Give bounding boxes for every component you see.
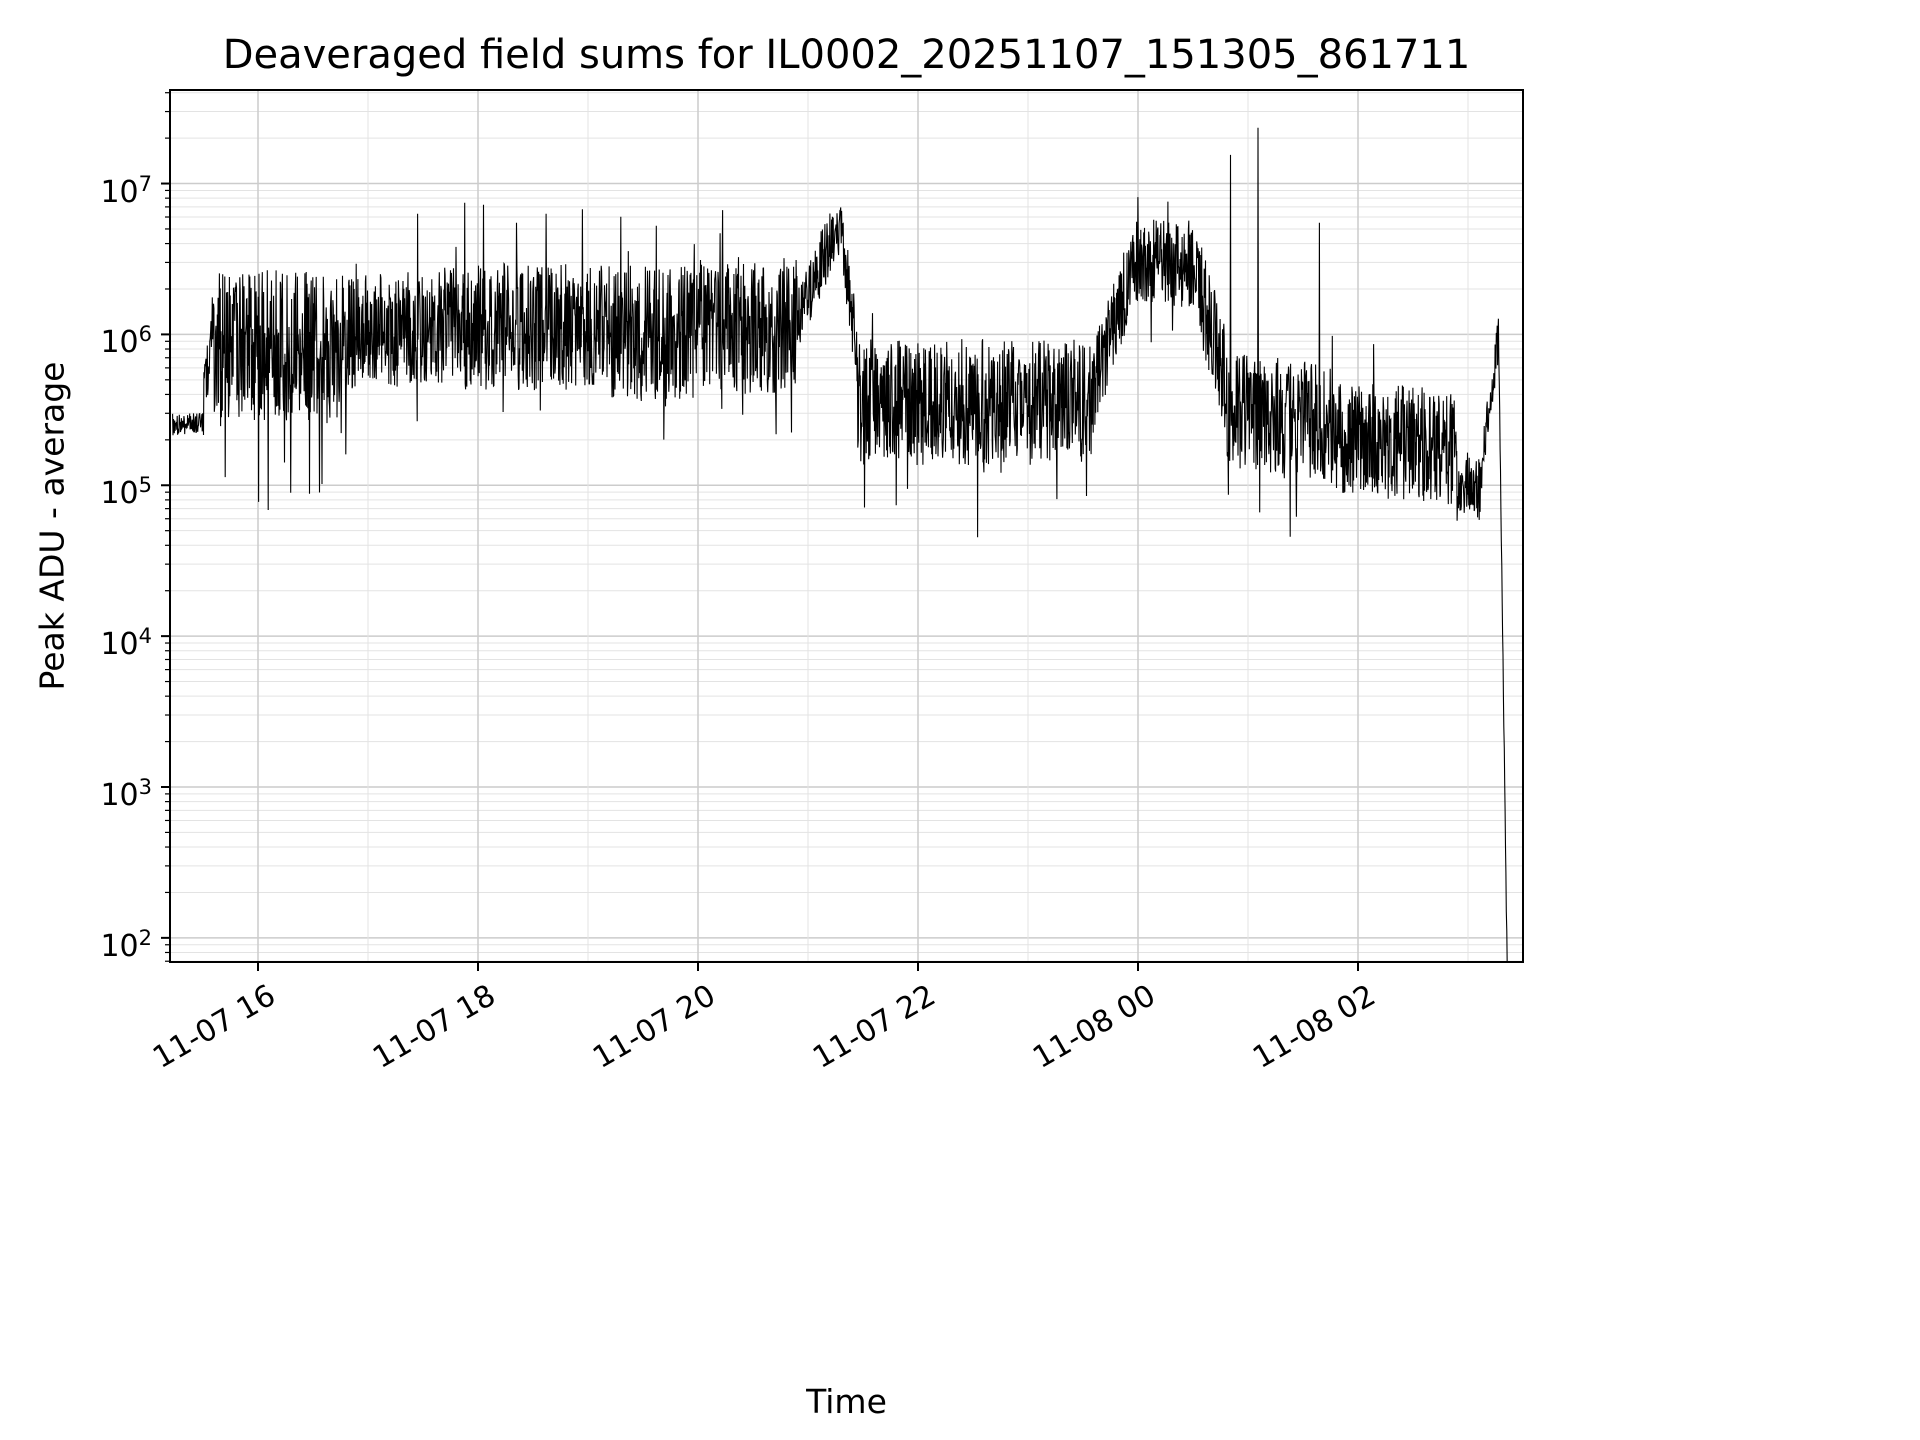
x-tick-label: 11-08 02 xyxy=(1247,978,1382,1076)
chart-title: Deaveraged field sums for IL0002_2025110… xyxy=(222,32,1471,78)
plot-frame xyxy=(169,89,1524,963)
x-axis-label: Time xyxy=(806,1382,887,1421)
y-tick-label: 103 xyxy=(100,774,152,813)
y-tick-label: 106 xyxy=(100,322,152,361)
data-series-line xyxy=(171,127,1508,962)
plot-area xyxy=(161,89,1524,971)
x-tick-label: 11-07 20 xyxy=(587,978,722,1076)
x-tick-label: 11-07 18 xyxy=(367,978,502,1076)
x-tick-label: 11-08 00 xyxy=(1027,978,1162,1076)
x-tick-label: 11-07 22 xyxy=(807,978,942,1076)
y-tick-label: 105 xyxy=(100,473,152,512)
y-tick-label: 102 xyxy=(100,925,152,964)
y-axis-label: Peak ADU - average xyxy=(32,361,72,691)
y-tick-label: 104 xyxy=(100,624,152,663)
y-tick-label: 107 xyxy=(100,171,152,210)
x-tick-label: 11-07 16 xyxy=(147,978,282,1076)
